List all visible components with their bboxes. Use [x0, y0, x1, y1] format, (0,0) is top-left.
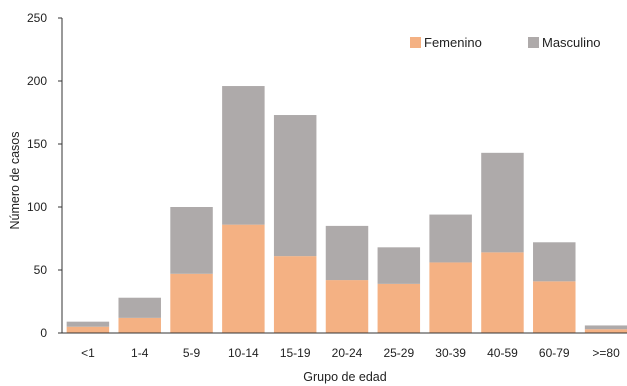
bar-femenino-1 [118, 317, 161, 333]
y-tick-label: 250 [27, 11, 47, 25]
x-tick-label: 40-59 [487, 346, 518, 360]
bar-femenino-5 [325, 280, 369, 333]
y-axis-ticks: 0 50 100 150 200 250 [27, 11, 62, 340]
x-tick-label: 25-29 [383, 346, 414, 360]
y-tick-label: 0 [40, 326, 47, 340]
y-tick-label: 100 [27, 200, 47, 214]
bar-femenino-7 [429, 262, 472, 333]
bar-masculino-1 [118, 297, 161, 318]
bar-femenino-8 [481, 252, 524, 333]
bar-masculino-10 [584, 325, 627, 330]
bar-femenino-10 [584, 329, 627, 333]
bar-femenino-0 [66, 326, 110, 333]
y-tick-label: 200 [27, 74, 47, 88]
x-tick-label: 15-19 [280, 346, 311, 360]
legend-swatch-femenino [410, 37, 421, 48]
bar-masculino-3 [222, 86, 265, 225]
x-tick-label: 10-14 [228, 346, 259, 360]
bar-femenino-6 [377, 283, 421, 333]
bar-femenino-4 [273, 256, 317, 333]
bar-femenino-3 [222, 224, 265, 333]
y-tick-label: 50 [34, 263, 48, 277]
bar-layer [66, 86, 627, 333]
x-tick-label: >=80 [592, 346, 620, 360]
x-tick-label: <1 [81, 346, 95, 360]
bar-masculino-2 [170, 207, 213, 274]
x-tick-label: 5-9 [183, 346, 201, 360]
x-axis-title: Grupo de edad [303, 370, 386, 384]
bar-masculino-7 [429, 214, 472, 263]
bar-masculino-0 [66, 321, 110, 327]
bar-masculino-8 [481, 152, 524, 253]
bar-masculino-9 [533, 242, 576, 282]
legend-label-masculino: Masculino [542, 35, 601, 50]
x-tick-label: 20-24 [332, 346, 363, 360]
y-axis-title: Número de casos [8, 132, 22, 230]
y-tick-label: 150 [27, 137, 47, 151]
x-tick-label: 30-39 [435, 346, 466, 360]
bar-femenino-2 [170, 273, 213, 333]
legend-swatch-masculino [528, 37, 539, 48]
x-tick-label: 1-4 [131, 346, 149, 360]
bar-masculino-4 [273, 115, 317, 257]
bar-masculino-6 [377, 247, 421, 284]
bar-masculino-5 [325, 225, 369, 281]
x-axis-ticks: <1 1-4 5-9 10-14 15-19 20-24 25-29 30-39 40-59 60… [81, 346, 620, 360]
bar-femenino-9 [533, 281, 576, 333]
legend-label-femenino: Femenino [424, 35, 482, 50]
legend: Femenino Masculino [410, 35, 601, 50]
x-tick-label: 60-79 [539, 346, 570, 360]
